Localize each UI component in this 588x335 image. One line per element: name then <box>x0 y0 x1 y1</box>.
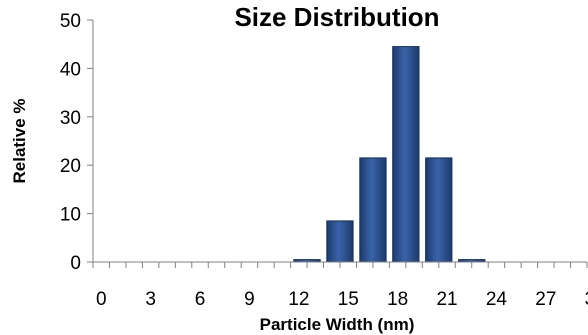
y-tick-label-50: 50 <box>60 11 81 32</box>
y-tick-label-40: 40 <box>60 59 81 80</box>
chart-title: Size Distribution <box>234 2 439 32</box>
y-tick-label-30: 30 <box>60 108 81 129</box>
x-axis-title: Particle Width (nm) <box>260 315 415 334</box>
x-tick-label-24: 24 <box>486 289 508 310</box>
x-tick-label-12: 12 <box>288 289 309 310</box>
x-tick-label-3: 3 <box>145 289 156 310</box>
bar-1 <box>326 220 354 263</box>
x-tick-label-15: 15 <box>338 289 359 310</box>
bars-group <box>293 46 486 263</box>
x-tick-label-9: 9 <box>244 289 255 310</box>
x-tick-label-27: 27 <box>535 289 556 310</box>
y-axis-title: Relative % <box>10 98 29 183</box>
x-tick-labels: 0 3 6 9 12 15 18 21 24 27 30 <box>96 289 588 310</box>
bar-4 <box>425 157 453 263</box>
bar-2 <box>359 157 387 263</box>
x-tick-label-0: 0 <box>96 289 107 310</box>
axes-group <box>87 19 588 268</box>
bar-3 <box>392 46 420 263</box>
y-tick-label-20: 20 <box>60 156 81 177</box>
x-tick-label-21: 21 <box>436 289 457 310</box>
y-tick-label-0: 0 <box>70 253 81 274</box>
x-tick-label-6: 6 <box>195 289 206 310</box>
x-tick-label-30: 30 <box>585 289 588 310</box>
y-tick-labels: 0 10 20 30 40 50 <box>60 11 81 274</box>
x-tick-label-18: 18 <box>387 289 408 310</box>
y-tick-label-10: 10 <box>60 205 81 226</box>
